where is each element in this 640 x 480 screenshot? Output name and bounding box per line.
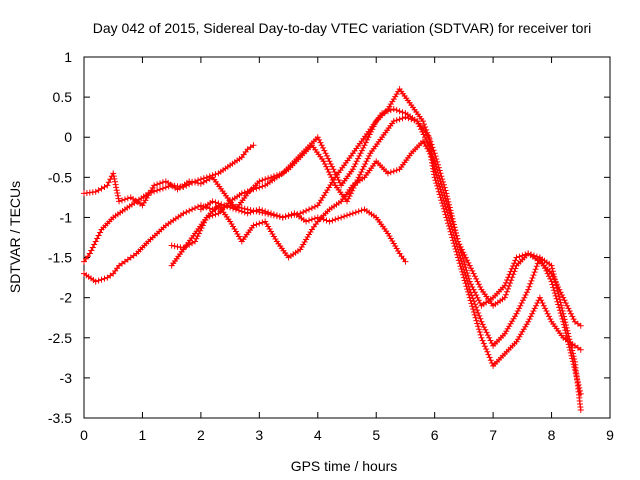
- x-tick-label: 1: [139, 427, 147, 443]
- data-point: [478, 318, 485, 325]
- y-axis-label: SDTVAR / TECUs: [7, 181, 23, 293]
- series-marker-trail: [83, 107, 581, 367]
- x-tick-label: 4: [314, 427, 322, 443]
- data-point: [577, 390, 584, 397]
- x-tick-label: 3: [255, 427, 263, 443]
- series-line: [171, 140, 582, 395]
- marker-trail-path: [82, 144, 254, 262]
- axis-ticks: 0 1 2 3 4 5 6 7 8 9 -3.5 -3 -2.5 -2 -1.5 -1 -0.5 0 0.5 1: [48, 49, 614, 443]
- plot-frame: [83, 56, 611, 419]
- series-marker-trail: [82, 144, 254, 262]
- data-point: [297, 210, 304, 217]
- marker-trail-path: [200, 88, 581, 327]
- data-point: [571, 366, 578, 373]
- data-point: [203, 174, 210, 181]
- data-point: [156, 186, 163, 193]
- x-tick-label: 8: [548, 427, 556, 443]
- data-point: [262, 218, 269, 225]
- series-line: [83, 171, 406, 262]
- marker-trail-path: [83, 173, 407, 262]
- series-marker-trail: [83, 173, 407, 262]
- data-point: [268, 174, 275, 181]
- y-tick-label: 0: [64, 129, 72, 145]
- x-tick-label: 9: [606, 427, 614, 443]
- data-point: [361, 142, 368, 149]
- y-tick-label: -2.5: [48, 330, 72, 346]
- data-point: [326, 158, 333, 165]
- data-point: [244, 206, 251, 213]
- data-point: [536, 294, 543, 301]
- series-5: [168, 138, 584, 397]
- data-point: [262, 210, 269, 217]
- x-tick-label: 2: [197, 427, 205, 443]
- series-2: [81, 106, 584, 369]
- x-tick-label: 0: [80, 427, 88, 443]
- x-tick-label: 5: [372, 427, 380, 443]
- data-point: [355, 174, 362, 181]
- data-point: [455, 238, 462, 245]
- data-point: [466, 262, 473, 269]
- marker-trail-path: [170, 115, 584, 410]
- data-point: [151, 182, 158, 189]
- series-6: [197, 86, 584, 329]
- chart-title: Day 042 of 2015, Sidereal Day-to-day VTE…: [93, 20, 592, 36]
- x-tick-label: 7: [489, 427, 497, 443]
- marker-trail-path: [83, 107, 581, 367]
- y-tick-label: -3: [60, 370, 73, 386]
- data-point: [338, 214, 345, 221]
- data-point: [513, 254, 520, 261]
- y-tick-label: -1: [60, 209, 73, 225]
- y-tick-label: -2: [60, 290, 73, 306]
- series-1: [81, 170, 409, 265]
- data-point: [443, 190, 450, 197]
- data-point: [192, 178, 199, 185]
- data-point: [92, 238, 99, 245]
- y-tick-label: -1.5: [48, 250, 72, 266]
- data-point: [279, 214, 286, 221]
- data-point: [349, 210, 356, 217]
- data-point: [168, 242, 175, 249]
- data-point: [116, 198, 123, 205]
- data-point: [326, 218, 333, 225]
- x-axis-label: GPS time / hours: [291, 458, 398, 474]
- data-point: [466, 278, 473, 285]
- series-marker-trail: [200, 88, 581, 327]
- data-point: [402, 114, 409, 121]
- data-point: [110, 170, 117, 177]
- data-point: [431, 150, 438, 157]
- data-point: [192, 238, 199, 245]
- x-tick-label: 6: [431, 427, 439, 443]
- data-point: [390, 106, 397, 113]
- data-series: [81, 86, 584, 413]
- data-point: [221, 202, 228, 209]
- marker-trail-path: [171, 140, 583, 394]
- series-3: [81, 142, 257, 265]
- data-point: [525, 286, 532, 293]
- data-point: [560, 294, 567, 301]
- y-tick-label: -3.5: [48, 410, 72, 426]
- y-tick-label: -0.5: [48, 169, 72, 185]
- y-tick-label: 1: [64, 49, 72, 65]
- data-point: [560, 318, 567, 325]
- data-point: [478, 334, 485, 341]
- series-marker-trail: [170, 115, 584, 410]
- series-line: [83, 108, 582, 367]
- y-tick-label: 0.5: [53, 89, 73, 105]
- series-marker-trail: [171, 140, 583, 394]
